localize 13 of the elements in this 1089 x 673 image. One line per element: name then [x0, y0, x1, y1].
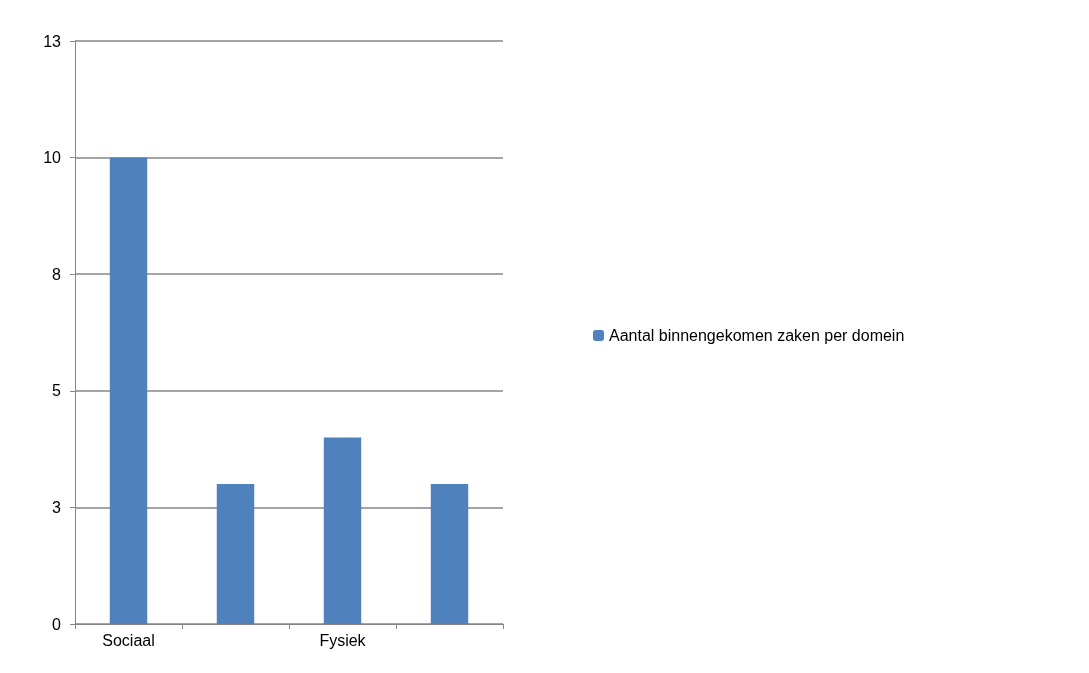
y-tick-label: 8: [52, 265, 62, 283]
y-tick-label: 0: [52, 615, 62, 633]
x-tick-label: Fysiek: [319, 631, 367, 649]
bar: [109, 157, 148, 624]
bar: [323, 437, 362, 624]
y-tick-label: 5: [52, 382, 62, 400]
legend-label: Aantal binnengekomen zaken per domein: [609, 327, 905, 344]
y-tick-label: 13: [43, 32, 62, 50]
bar: [216, 484, 255, 624]
x-tick-label: Sociaal: [102, 631, 155, 649]
bar: [430, 484, 469, 624]
y-tick-label: 10: [43, 149, 62, 167]
y-tick-label: 3: [52, 498, 62, 516]
